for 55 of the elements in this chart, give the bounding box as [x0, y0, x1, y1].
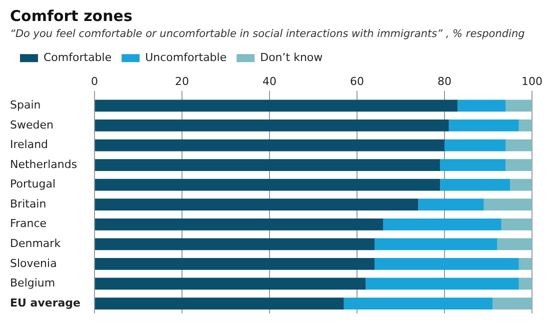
- y-tick-label: Ireland: [10, 138, 48, 152]
- bar: [95, 139, 445, 152]
- bar: [418, 198, 484, 211]
- chart-title: Comfort zones: [10, 6, 132, 25]
- bar: [458, 100, 506, 112]
- bar: [444, 139, 506, 152]
- bar: [95, 218, 384, 230]
- bar: [95, 120, 449, 132]
- y-tick-label: Netherlands: [10, 158, 78, 171]
- bar: [492, 298, 532, 310]
- bar: [95, 298, 344, 310]
- bar: [95, 100, 458, 112]
- legend-label: Don’t know: [260, 50, 323, 64]
- bar: [506, 100, 532, 112]
- y-tick-label: EU average: [10, 296, 81, 310]
- bar: [95, 278, 366, 290]
- y-tick-label: Slovenia: [10, 256, 57, 270]
- x-tick-label: 80: [438, 75, 452, 88]
- bar: [448, 120, 519, 132]
- bar: [501, 218, 532, 230]
- bar: [95, 258, 375, 270]
- bar: [95, 178, 440, 191]
- y-tick-label: France: [10, 217, 47, 230]
- bar: [344, 298, 493, 310]
- bar: [440, 178, 510, 191]
- y-tick-label: Denmark: [10, 237, 62, 250]
- bar: [95, 198, 418, 211]
- y-tick-label: Portugal: [10, 178, 56, 191]
- bar: [510, 178, 532, 191]
- bar: [518, 258, 532, 270]
- bar: [518, 278, 532, 290]
- legend-label: Uncomfortable: [145, 50, 227, 64]
- bar: [506, 159, 532, 171]
- bar: [366, 278, 519, 290]
- x-tick-label: 100: [522, 75, 542, 88]
- y-tick-label: Belgium: [10, 276, 56, 290]
- bar: [95, 238, 375, 250]
- x-tick-label: 40: [262, 75, 277, 88]
- y-tick-label: Sweden: [10, 118, 54, 132]
- x-tick-label: 0: [91, 75, 98, 88]
- bar: [374, 238, 497, 250]
- bar: [497, 238, 532, 250]
- x-tick-label: 20: [175, 75, 190, 88]
- bar: [383, 218, 502, 230]
- legend-label: Comfortable: [44, 50, 112, 64]
- chart-subtitle: “Do you feel comfortable or uncomfortable in social interactions with immigrants” , % responding: [10, 28, 526, 40]
- bar: [506, 139, 532, 152]
- y-tick-label: Spain: [10, 98, 41, 112]
- x-tick-label: 60: [350, 75, 364, 88]
- bar: [484, 198, 532, 211]
- bar: [440, 159, 506, 171]
- y-tick-label: Britain: [10, 197, 46, 210]
- bar: [518, 120, 532, 132]
- bar: [95, 159, 440, 171]
- bar: [374, 258, 519, 270]
